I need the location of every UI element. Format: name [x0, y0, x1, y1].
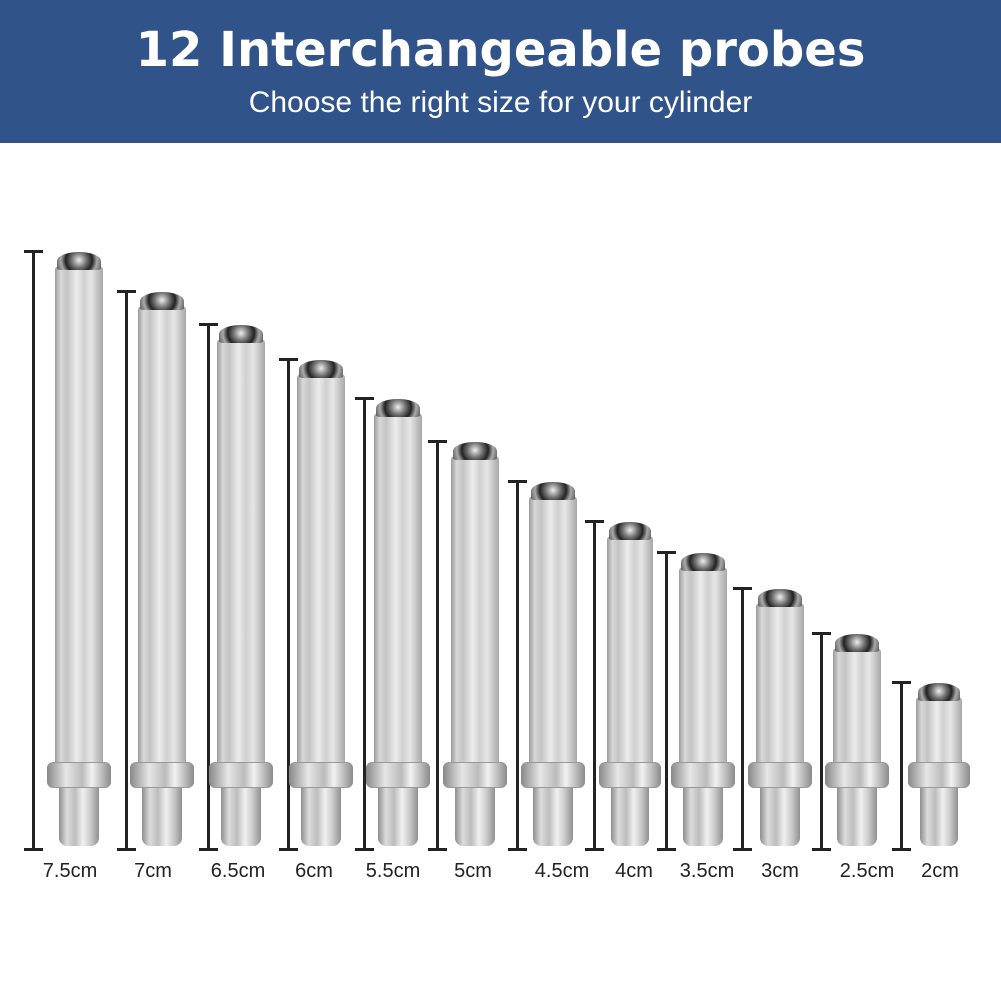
header-banner: 12 Interchangeable probes Choose the rig… — [0, 0, 1001, 143]
length-ruler — [892, 681, 911, 851]
probe-base — [378, 788, 418, 846]
probe-4cm — [599, 522, 661, 846]
probe-shaft — [138, 292, 186, 766]
probe-shaft — [679, 553, 727, 766]
probe-shaft — [297, 360, 345, 766]
ball-tip — [835, 634, 879, 652]
probe-shaft — [833, 634, 881, 766]
probe-collar — [209, 762, 273, 788]
ball-tip — [609, 522, 651, 540]
probe-base — [760, 788, 800, 846]
length-ruler — [199, 323, 218, 851]
probe-shaft — [916, 683, 962, 766]
probe-size-label: 5cm — [454, 860, 492, 882]
probe-base — [455, 788, 495, 846]
probe-size-label: 7.5cm — [42, 860, 98, 882]
probe-5.5cm — [366, 399, 430, 846]
probe-size-label: 4cm — [615, 860, 653, 882]
ball-tip — [918, 683, 960, 701]
length-ruler — [355, 397, 374, 851]
probe-base — [533, 788, 573, 846]
probe-base — [59, 788, 99, 846]
length-ruler — [508, 480, 527, 851]
probe-size-label: 5.5cm — [365, 860, 421, 882]
probe-collar — [908, 762, 970, 788]
probe-shaft — [374, 399, 422, 766]
length-ruler — [117, 290, 136, 851]
probe-6cm — [289, 360, 353, 846]
ball-tip — [531, 482, 575, 500]
probe-collar — [289, 762, 353, 788]
probe-collar — [671, 762, 735, 788]
probe-7cm — [130, 292, 194, 846]
length-ruler — [657, 551, 676, 851]
probe-base — [301, 788, 341, 846]
page-title: 12 Interchangeable probes — [135, 22, 866, 78]
ball-tip — [376, 399, 420, 417]
probe-6.5cm — [209, 325, 273, 846]
probe-base — [683, 788, 723, 846]
probe-2.5cm — [825, 634, 889, 846]
probe-7.5cm — [47, 252, 111, 846]
probe-shaft — [607, 522, 653, 766]
probe-shaft — [55, 252, 103, 766]
probe-base — [837, 788, 877, 846]
probe-shaft — [529, 482, 577, 766]
probe-shaft — [451, 442, 499, 766]
probe-size-label: 7cm — [134, 860, 172, 882]
length-ruler — [812, 632, 831, 851]
ball-tip — [681, 553, 725, 571]
probe-3cm — [748, 589, 812, 846]
probe-collar — [130, 762, 194, 788]
probe-collar — [599, 762, 661, 788]
probe-base — [920, 788, 958, 846]
probe-size-label: 3cm — [761, 860, 799, 882]
probe-collar — [521, 762, 585, 788]
ball-tip — [219, 325, 263, 343]
probe-collar — [748, 762, 812, 788]
probe-base — [221, 788, 261, 846]
probe-shaft — [756, 589, 804, 766]
probe-collar — [443, 762, 507, 788]
probe-size-label: 2.5cm — [839, 860, 895, 882]
probe-size-label: 4.5cm — [534, 860, 590, 882]
length-ruler — [279, 358, 298, 851]
probe-base — [611, 788, 649, 846]
page-subtitle: Choose the right size for your cylinder — [248, 86, 753, 119]
length-ruler — [585, 520, 604, 851]
length-ruler — [733, 587, 752, 851]
ball-tip — [140, 292, 184, 310]
probe-3.5cm — [671, 553, 735, 846]
length-ruler — [24, 250, 43, 851]
probe-collar — [825, 762, 889, 788]
ball-tip — [57, 252, 101, 270]
probe-size-label: 6cm — [295, 860, 333, 882]
probe-shaft — [217, 325, 265, 766]
probe-collar — [366, 762, 430, 788]
length-ruler — [428, 440, 447, 851]
probe-size-label: 2cm — [921, 860, 959, 882]
ball-tip — [453, 442, 497, 460]
probe-base — [142, 788, 182, 846]
probe-size-label: 6.5cm — [210, 860, 266, 882]
probe-4.5cm — [521, 482, 585, 846]
ball-tip — [299, 360, 343, 378]
probe-5cm — [443, 442, 507, 846]
probe-collar — [47, 762, 111, 788]
ball-tip — [758, 589, 802, 607]
probe-size-label: 3.5cm — [679, 860, 735, 882]
probe-2cm — [908, 683, 970, 846]
